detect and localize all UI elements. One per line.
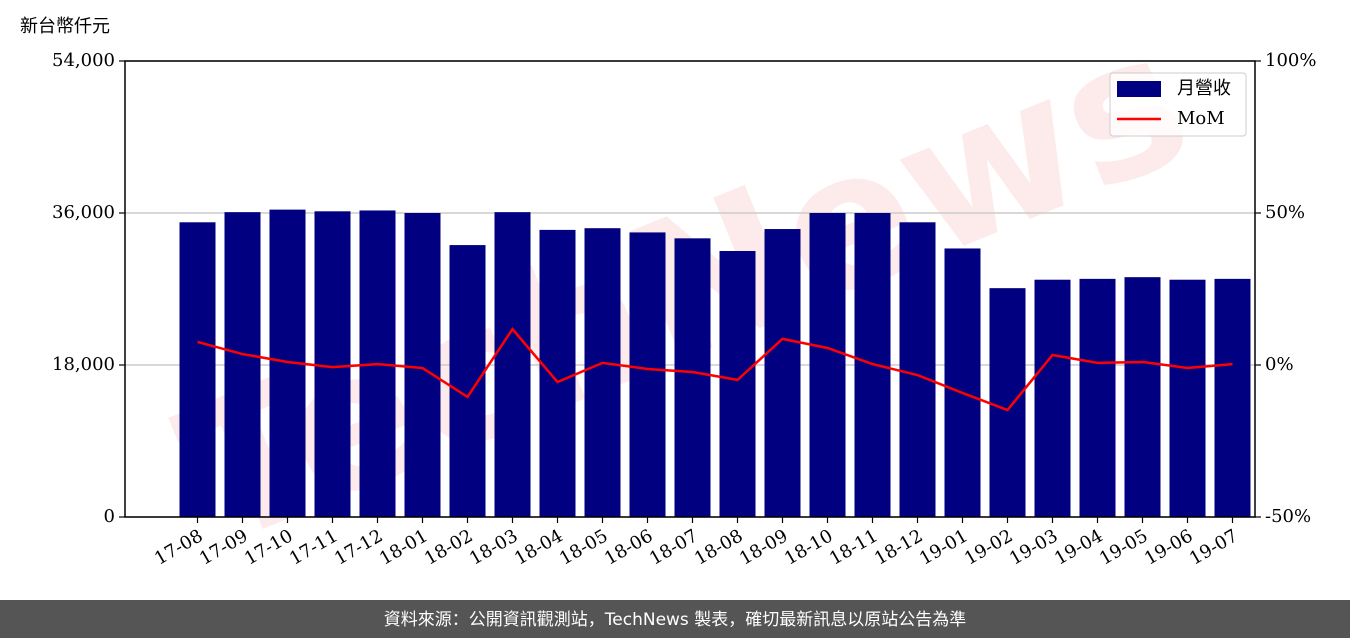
x-tick-label: 19-05 bbox=[1096, 525, 1151, 569]
x-tick-label: 18-05 bbox=[556, 525, 611, 569]
bar bbox=[584, 228, 621, 517]
y-tick-label: 18,000 bbox=[52, 354, 115, 375]
legend-label: MoM bbox=[1177, 108, 1225, 129]
bar bbox=[224, 212, 261, 517]
x-tick-label: 18-09 bbox=[736, 525, 791, 569]
bar bbox=[1034, 279, 1071, 517]
x-tick-label: 18-08 bbox=[691, 525, 746, 569]
bar bbox=[1079, 278, 1116, 517]
legend-swatch bbox=[1117, 81, 1161, 97]
bar bbox=[1169, 279, 1206, 517]
footer-text: 資料來源：公開資訊觀測站，TechNews 製表，確切最新訊息以原站公告為準 bbox=[384, 610, 966, 630]
x-tick-label: 18-01 bbox=[376, 525, 431, 569]
x-tick-label: 19-06 bbox=[1141, 525, 1196, 569]
bar bbox=[674, 238, 711, 518]
x-tick-label: 19-03 bbox=[1006, 525, 1061, 569]
bar bbox=[1214, 278, 1251, 517]
y-tick-label: 36,000 bbox=[52, 202, 115, 223]
x-tick-label: 19-04 bbox=[1051, 525, 1106, 569]
x-tick-label: 18-11 bbox=[826, 525, 881, 569]
x-tick-label: 18-10 bbox=[781, 525, 836, 569]
y-tick-label: 0 bbox=[104, 506, 115, 527]
y2-tick-label: 0% bbox=[1265, 354, 1294, 375]
bar bbox=[494, 212, 531, 517]
bar bbox=[719, 251, 756, 517]
bar bbox=[449, 245, 486, 518]
x-tick-label: 18-07 bbox=[646, 525, 701, 569]
bar bbox=[989, 288, 1026, 517]
bar bbox=[944, 248, 981, 517]
y2-tick-label: 100% bbox=[1265, 50, 1316, 71]
x-tick-label: 19-07 bbox=[1186, 525, 1241, 569]
y2-tick-label: 50% bbox=[1265, 202, 1305, 223]
bar bbox=[764, 229, 801, 518]
bar bbox=[404, 213, 441, 517]
y-axis-label: 新台幣仟元 bbox=[20, 16, 110, 37]
bar bbox=[179, 222, 216, 518]
x-tick-label: 17-08 bbox=[151, 525, 206, 569]
bar bbox=[629, 232, 666, 517]
legend-label: 月營收 bbox=[1177, 78, 1231, 99]
bar bbox=[1124, 277, 1161, 517]
x-tick-label: 18-02 bbox=[421, 525, 476, 569]
bar bbox=[899, 222, 936, 518]
bar bbox=[314, 211, 351, 518]
y-tick-label: 54,000 bbox=[52, 50, 115, 71]
x-tick-label: 18-04 bbox=[511, 525, 566, 569]
x-tick-label: 19-01 bbox=[916, 525, 971, 569]
bar bbox=[809, 213, 846, 517]
plot-frame bbox=[124, 60, 1256, 518]
bar bbox=[539, 229, 576, 517]
x-tick-label: 18-06 bbox=[601, 525, 656, 569]
x-tick-label: 19-02 bbox=[961, 525, 1016, 569]
line bbox=[197, 327, 1233, 412]
x-tick-label: 18-03 bbox=[466, 525, 521, 569]
y2-tick-label: -50% bbox=[1265, 506, 1311, 527]
footer-bar bbox=[0, 600, 1350, 638]
x-tick-label: 18-12 bbox=[871, 525, 926, 569]
